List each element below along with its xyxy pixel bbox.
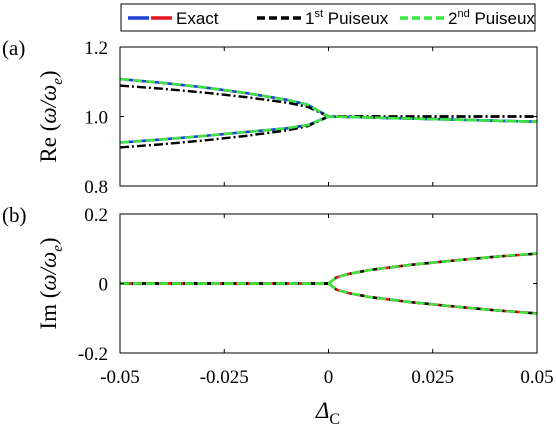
panel-label: (b): [2, 203, 27, 227]
series-line-2nd-puiseux-lower: [120, 115, 537, 144]
series-line-2nd-puiseux-lower: [120, 282, 537, 315]
legend: Exact 1st Puiseux 2nd Puiseux: [120, 3, 536, 32]
panel-a: 0.8 1.0 1.2 (a) Re (ω/ωe): [2, 36, 538, 198]
panel-b: -0.05 -0.025 0 0.025 0.05 -0.2 0 0.2 (b) Im (ω/ωe…: [2, 203, 554, 388]
panel-label: (a): [2, 36, 25, 60]
series-group: [120, 77, 537, 149]
series-group: [120, 252, 537, 315]
legend-box: [120, 3, 536, 32]
y-tick-label: 0.8: [84, 177, 108, 198]
x-tick-label: -0.05: [100, 367, 140, 388]
y-tick-label: 1.0: [84, 108, 108, 129]
y-axis-label: Im (ω/ωe): [36, 237, 66, 329]
x-tick-label: 0: [324, 367, 334, 388]
legend-label-exact: Exact: [176, 9, 219, 28]
x-tick-label: 0.05: [520, 367, 553, 388]
y-tick-label: 0.2: [84, 205, 108, 226]
series-line-2nd-puiseux-upper: [120, 252, 537, 285]
legend-label-puiseux-1: 1st Puiseux: [305, 8, 389, 28]
y-tick-label: -0.2: [78, 344, 108, 365]
y-tick-label: 1.2: [84, 38, 108, 59]
x-tick-label: -0.025: [200, 367, 249, 388]
x-tick-label: 0.025: [411, 367, 454, 388]
y-axis-label: Re (ω/ωe): [36, 70, 66, 162]
x-axis-label-text: ΔC: [315, 398, 340, 428]
series-line-1st-puiseux-upper: [120, 84, 537, 118]
y-tick-label: 0: [99, 275, 109, 296]
x-axis-label: ΔC: [315, 398, 340, 428]
legend-label-puiseux-2: 2nd Puiseux: [448, 8, 535, 28]
